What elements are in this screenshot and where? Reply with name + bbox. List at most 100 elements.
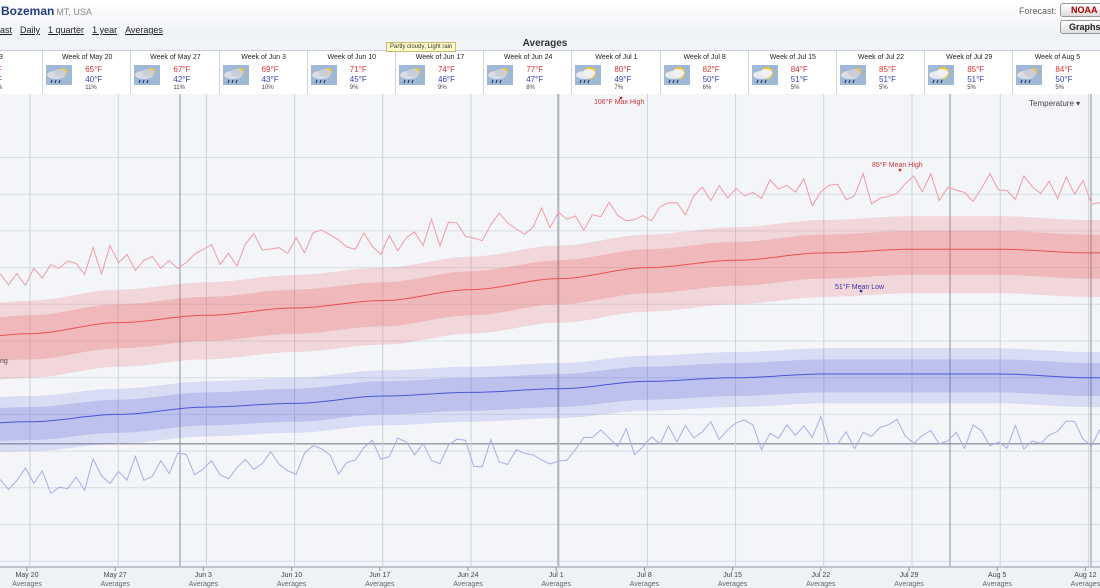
week-precip: 5% [879,85,888,91]
partly-cloudy-rain-icon [1016,65,1043,85]
nav-link-quarter[interactable]: 1 quarter [48,25,85,35]
week-cell[interactable]: Week of Jul 1 80°F 49°F 7% [571,51,660,94]
x-tick-label: Jun 3 [195,572,212,579]
left-edge-label: ng [0,358,8,365]
week-title: Week of Jul 15 [769,54,816,61]
week-high: 67°F [173,65,191,74]
week-precip: 11% [85,85,97,91]
x-tick-label: May 20 [16,572,39,579]
partly-cloudy-rain-icon [46,65,73,85]
week-low: 50°F [1055,75,1073,84]
mostly-sunny-rain-icon [751,65,778,85]
week-high: 71°F [349,65,367,74]
week-title: Week of Jun 17 [415,54,465,61]
week-title: Week of Jul 8 [683,54,726,61]
week-cell[interactable]: Week of Jul 22 85°F 51°F 5% [836,51,925,94]
week-title: Week of Jul 29 [946,54,993,61]
high-outer-band [0,216,1100,380]
x-tick-sublabel: Averages [189,581,219,588]
week-title: Week of May 27 [150,54,201,61]
week-title: Week of Jun 3 [241,54,286,61]
week-cell[interactable]: Week of Aug 5 84°F 50°F 5% [1012,51,1100,94]
week-low: 50°F [702,75,720,84]
x-tick-sublabel: Averages [630,581,660,588]
week-cell[interactable]: Week of Jul 29 85°F 51°F 5% [924,51,1013,94]
nav-link-daily[interactable]: Daily [20,25,41,35]
week-low: 45°F [349,75,367,84]
week-precip: 7% [614,85,624,91]
nav-link-forecast[interactable]: ast [0,25,13,35]
week-low: 51°F [879,75,896,84]
noaa-button[interactable]: NOAA [1060,3,1100,17]
week-cell[interactable]: 13 FF% [0,51,43,94]
x-tick-sublabel: Averages [541,581,571,588]
week-cell[interactable]: Week of Jul 8 82°F 50°F 6% [659,51,749,94]
week-precip: 10% [261,85,274,91]
week-cell[interactable]: Week of Jun 3 69°F 43°F 10% [218,51,308,94]
week-high: 80°F [614,65,632,74]
x-tick-sublabel: Averages [894,581,924,588]
top-bar: Bozeman MT, USA ast Daily 1 quarter 1 year Av… [0,0,1100,38]
x-tick-label: Jul 22 [811,572,830,579]
x-tick-label: May 27 [104,572,127,579]
mostly-sunny-rain-icon [663,65,690,85]
week-cell[interactable]: Week of Jun 10 71°F 45°F 9% [306,51,396,94]
x-tick-sublabel: Averages [100,581,130,588]
week-cell[interactable]: Week of Jul 15 84°F 51°F 5% [747,51,837,94]
temperature-dropdown[interactable]: Temperature ▾ [1029,99,1080,108]
x-tick-label: Jun 17 [369,572,390,579]
week-cell[interactable]: Week of May 27 67°F 42°F 11% [130,51,219,94]
x-axis-band [0,566,1100,588]
x-tick-sublabel: Averages [277,581,307,588]
week-high: 85°F [967,65,985,74]
temperature-chart[interactable]: 106°F Max High 85°F Mean High 51°F Mean Lo… [0,94,1100,588]
week-title: Week of Jun 10 [327,54,377,61]
nav-link-averages[interactable]: Averages [125,25,163,35]
x-tick-label: Jul 8 [637,572,652,579]
nav-link-year[interactable]: 1 year [92,25,118,35]
week-low: F [0,75,2,84]
week-precip: 11% [173,85,185,91]
week-title: Week of Jul 1 [595,54,638,61]
week-title: Week of May 20 [61,54,113,61]
week-cell[interactable]: Week of May 20 65°F 40°F 11% [42,51,131,94]
partly-cloudy-rain-icon [310,65,337,85]
x-tick-sublabel: Averages [365,581,395,588]
week-high: 69°F [261,65,279,74]
high-inner-band [0,230,1100,362]
x-tick-sublabel: Averages [12,581,42,588]
week-precip: % [0,85,2,91]
partly-cloudy-rain-icon [840,65,866,85]
week-low: 51°F [790,75,808,84]
temperature-dropdown-label: Temperature [1029,99,1074,108]
week-low: 46°F [438,75,455,84]
x-tick-label: Aug 12 [1074,572,1096,579]
week-high: F [0,65,2,74]
graphs-button[interactable]: Graphs [1060,20,1100,34]
chevron-down-icon: ▾ [1076,99,1081,108]
week-cell[interactable]: Week of Jun 17 74°F 46°F 9% [395,51,484,94]
week-title: 13 [0,54,3,61]
week-title: Week of Jun 24 [503,54,553,61]
mean-high-label: 85°F Mean High [872,161,923,169]
week-high: 84°F [1055,65,1073,74]
city-name: Bozeman [1,4,55,18]
x-tick-sublabel: Averages [1071,581,1100,588]
week-low: 40°F [85,75,103,84]
week-low: 47°F [526,75,544,84]
x-tick-label: Jul 15 [723,572,742,579]
mean-low-label: 51°F Mean Low [835,283,885,291]
x-tick-sublabel: Averages [453,581,483,588]
x-tick-label: Jul 29 [900,572,919,579]
week-high: 65°F [85,65,103,74]
week-precip: 9% [349,85,359,91]
partly-cloudy-rain-icon [487,65,514,85]
low-inner-band [0,359,1100,442]
x-tick-label: Aug 5 [988,572,1006,579]
max-high-label: 106°F Max High [594,98,644,106]
week-high: 77°F [526,65,544,74]
week-cell[interactable]: Week of Jun 24 77°F 47°F 8% [483,51,572,94]
x-tick-sublabel: Averages [806,581,836,588]
week-precip: 6% [702,85,712,91]
